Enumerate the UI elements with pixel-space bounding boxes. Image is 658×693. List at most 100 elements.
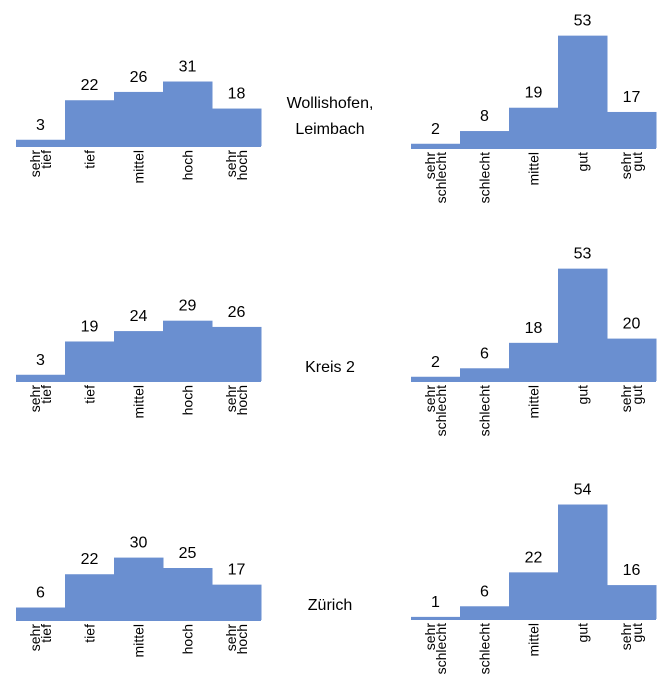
data-label-6-4: 54 [574, 482, 592, 499]
data-label-6-3: 22 [525, 549, 543, 566]
data-label-2-3: 19 [525, 85, 543, 102]
bar-2-4 [558, 35, 608, 148]
tick-label-5-2: tief [82, 624, 98, 643]
histogram-1: 3 22 26 31 18 sehrtief tief mittel hoch sehrhoch [16, 59, 262, 183]
histogram-4: 2 6 18 53 20 sehrschlecht schlecht mittel gut seh… [411, 246, 657, 437]
data-label-2-2: 8 [480, 108, 489, 125]
data-label-1-2: 22 [81, 77, 99, 94]
data-label-4-1: 2 [431, 354, 440, 371]
data-label-2-1: 2 [431, 121, 440, 138]
data-label-5-1: 6 [36, 585, 45, 602]
tick-label-4-1: sehrschlecht [422, 385, 449, 437]
tick-label-2-2: schlecht [477, 152, 493, 203]
tick-label-1-1: sehrtief [27, 150, 54, 178]
tick-label-2-5: sehrgut [618, 152, 645, 180]
bar-5-4 [163, 568, 213, 620]
tick-label-3-3: mittel [131, 385, 147, 418]
bar-1-4 [163, 81, 213, 146]
tick-label-4-2: schlecht [477, 385, 493, 436]
bar-4-3 [509, 342, 559, 381]
data-label-6-1: 1 [431, 594, 440, 611]
data-label-1-3: 26 [130, 69, 148, 86]
tick-label-3-1: sehrtief [27, 385, 54, 413]
bar-3-2 [65, 341, 115, 381]
data-label-3-1: 3 [36, 352, 45, 369]
data-label-3-3: 24 [130, 308, 148, 325]
bar-5-2 [65, 574, 115, 620]
tick-label-6-3: mittel [526, 623, 542, 656]
tick-label-6-1: sehrschlecht [422, 623, 449, 675]
bar-3-3 [114, 331, 164, 381]
data-label-6-2: 6 [480, 583, 489, 600]
bar-2-3 [509, 107, 559, 148]
bar-6-4 [558, 504, 608, 619]
data-label-5-2: 22 [81, 551, 99, 568]
bar-4-4 [558, 268, 608, 381]
tick-label-2-3: mittel [526, 152, 542, 185]
tick-label-2-1: sehrschlecht [422, 152, 449, 204]
data-label-5-4: 25 [179, 545, 197, 562]
tick-label-1-3: mittel [131, 150, 147, 183]
tick-label-5-1: sehrtief [27, 624, 54, 652]
tick-label-2-4: gut [575, 152, 591, 172]
histogram-2: 2 8 19 53 17 sehrschlecht schlecht mittel gut seh… [411, 13, 657, 204]
tick-label-1-2: tief [82, 150, 98, 169]
tick-label-1-4: hoch [180, 150, 196, 180]
region-label-zuerich: Zürich [308, 597, 352, 614]
tick-label-6-4: gut [575, 623, 591, 643]
bar-6-5 [607, 585, 657, 619]
bar-6-1 [411, 616, 461, 619]
histogram-3: 3 19 24 29 26 sehrtief tief mittel hoch sehrhoch [16, 298, 262, 418]
tick-label-5-3: mittel [131, 624, 147, 657]
bar-1-1 [16, 139, 66, 146]
tick-label-3-4: hoch [180, 385, 196, 415]
bar-2-5 [607, 111, 657, 148]
data-label-2-4: 53 [574, 13, 592, 30]
data-label-5-5: 17 [228, 562, 246, 579]
tick-label-4-3: mittel [526, 385, 542, 418]
bar-5-5 [212, 584, 262, 620]
data-label-3-5: 26 [228, 304, 246, 321]
data-label-3-2: 19 [81, 318, 99, 335]
region-label-wollishofen-line1: Wollishofen, [287, 95, 374, 112]
data-label-1-5: 18 [228, 86, 246, 103]
region-label-wollishofen-line2: Leimbach [295, 121, 364, 138]
data-label-6-5: 16 [623, 562, 641, 579]
bar-3-4 [163, 320, 213, 381]
bar-4-1 [411, 376, 461, 381]
data-label-4-5: 20 [623, 316, 641, 333]
tick-label-6-5: sehrgut [618, 623, 645, 651]
bar-3-5 [212, 326, 262, 381]
bar-4-2 [460, 368, 510, 381]
tick-label-4-4: gut [575, 385, 591, 405]
bar-1-5 [212, 108, 262, 146]
histogram-5: 6 22 30 25 17 sehrtief tief mittel hoch sehrhoch [16, 535, 262, 657]
data-label-1-4: 31 [179, 59, 197, 76]
tick-label-3-5: sehrhoch [223, 385, 250, 416]
data-label-4-2: 6 [480, 345, 489, 362]
region-label-kreis2: Kreis 2 [305, 359, 355, 376]
tick-label-3-2: tief [82, 385, 98, 404]
tick-label-4-5: sehrgut [618, 385, 645, 413]
bar-5-3 [114, 557, 164, 620]
data-label-4-3: 18 [525, 320, 543, 337]
bar-6-2 [460, 606, 510, 619]
data-label-1-1: 3 [36, 117, 45, 134]
bar-1-3 [114, 91, 164, 146]
data-label-3-4: 29 [179, 298, 197, 315]
bar-4-5 [607, 338, 657, 381]
data-label-5-3: 30 [130, 535, 148, 552]
bar-6-3 [509, 572, 559, 619]
tick-label-5-5: sehrhoch [223, 624, 250, 655]
bar-2-1 [411, 143, 461, 148]
tick-label-5-4: hoch [180, 624, 196, 654]
tick-label-1-5: sehrhoch [223, 150, 250, 181]
bar-5-1 [16, 607, 66, 620]
bar-1-2 [65, 100, 115, 146]
bar-3-1 [16, 374, 66, 381]
tick-label-6-2: schlecht [477, 623, 493, 674]
data-label-2-5: 17 [623, 89, 641, 106]
bar-2-2 [460, 131, 510, 148]
